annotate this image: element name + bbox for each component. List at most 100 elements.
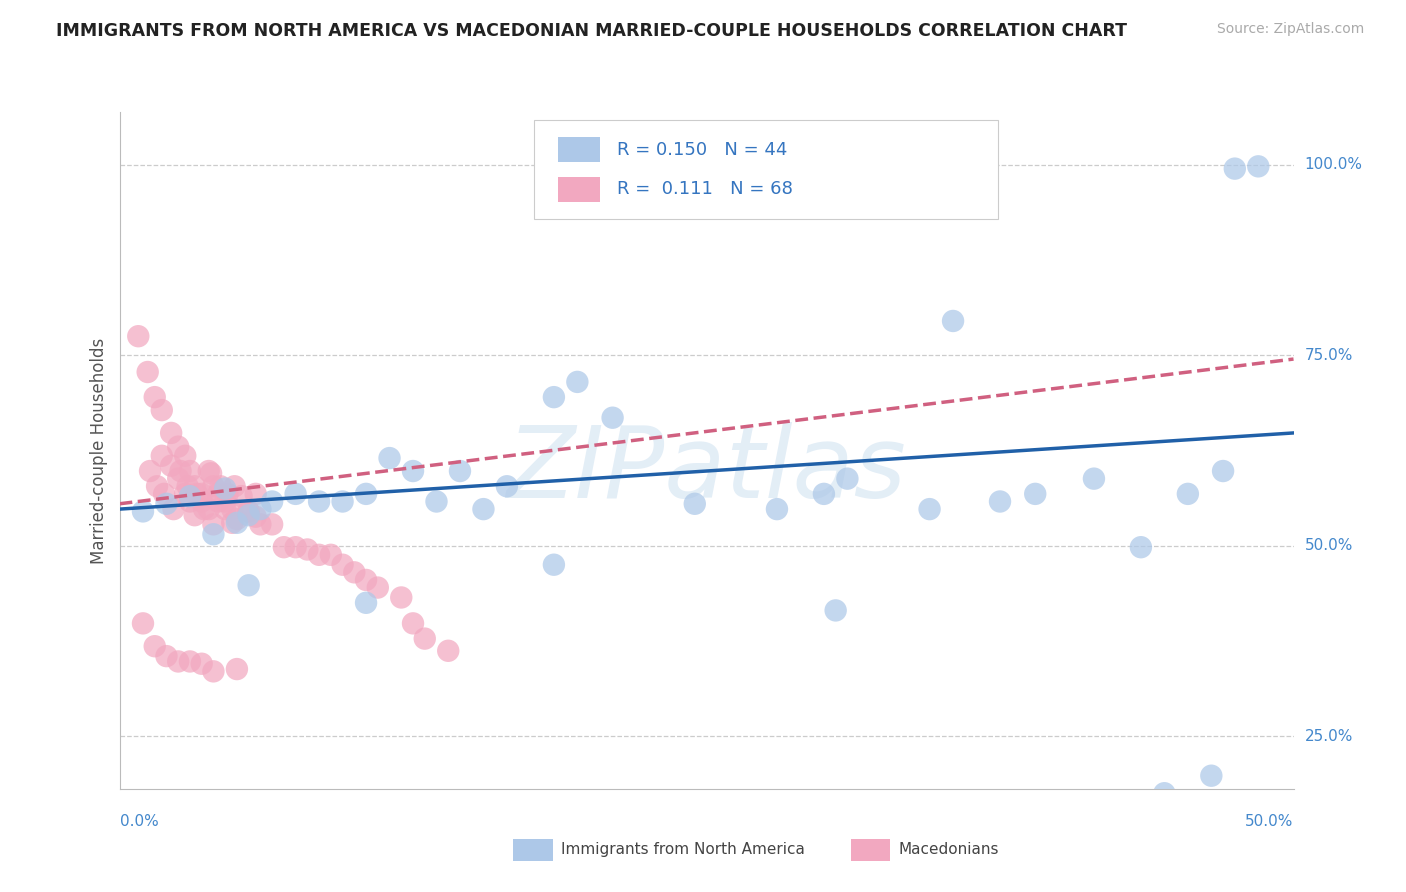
Text: 100.0%: 100.0% [1305,157,1362,172]
Point [190,657,212,671]
Point [150,403,173,417]
Point [249,502,271,516]
Point [179,655,201,669]
Point [472,502,495,516]
Point [174,449,197,463]
Point [602,410,624,425]
Point [1247,159,1270,173]
Point [402,616,425,631]
Point [225,512,249,526]
Text: 75.0%: 75.0% [1305,348,1353,363]
Point [1083,472,1105,486]
Point [496,479,519,493]
Point [153,487,176,501]
Point [179,494,201,508]
Point [193,502,215,516]
Point [207,494,229,508]
Text: Macedonians: Macedonians [898,842,998,856]
Point [413,632,436,646]
Text: 25.0%: 25.0% [1305,729,1353,744]
Point [319,548,342,562]
Point [132,616,155,631]
Point [214,482,236,496]
Point [202,517,225,532]
Point [224,479,246,493]
Point [262,517,284,532]
Text: R = 0.150   N = 44: R = 0.150 N = 44 [617,141,787,159]
Point [179,464,201,478]
Point [214,502,236,516]
Point [284,487,307,501]
Point [231,489,253,503]
Point [214,494,236,508]
Point [160,425,183,440]
Point [249,517,271,532]
Text: IMMIGRANTS FROM NORTH AMERICA VS MACEDONIAN MARRIED-COUPLE HOUSEHOLDS CORRELATIO: IMMIGRANTS FROM NORTH AMERICA VS MACEDON… [56,22,1128,40]
Point [209,479,232,493]
Point [190,487,212,501]
Point [837,472,859,486]
Point [160,458,183,473]
Text: Immigrants from North America: Immigrants from North America [561,842,804,856]
Text: R =  0.111   N = 68: R = 0.111 N = 68 [617,180,793,198]
Point [139,464,162,478]
Point [167,440,190,454]
Text: 50.0%: 50.0% [1246,814,1294,830]
Point [202,527,225,541]
Point [225,662,249,676]
Text: ZIPatlas: ZIPatlas [506,422,907,519]
Point [127,329,149,343]
Point [202,665,225,679]
Point [284,540,307,554]
Point [1129,540,1152,554]
Point [332,494,354,508]
Point [425,494,447,508]
Point [183,508,205,523]
Point [1223,161,1246,176]
Point [262,494,284,508]
Text: 0.0%: 0.0% [120,814,159,830]
Point [150,449,173,463]
Point [183,479,205,493]
Point [245,509,267,524]
Point [217,487,239,501]
Point [197,502,219,516]
Point [143,639,166,653]
Point [332,558,354,572]
Point [1177,806,1199,821]
Point [343,566,366,580]
Point [766,502,789,516]
Point [197,464,219,478]
Point [988,494,1011,508]
Point [567,375,589,389]
Point [221,502,243,516]
Point [202,479,225,493]
Point [378,451,401,466]
Text: Source: ZipAtlas.com: Source: ZipAtlas.com [1216,22,1364,37]
Point [824,603,846,617]
Point [146,479,169,493]
Point [683,497,706,511]
Point [225,516,249,530]
Point [190,494,212,508]
Text: 50.0%: 50.0% [1305,538,1353,553]
Point [155,649,177,664]
Point [543,558,565,572]
Point [169,464,191,478]
Point [1201,769,1223,783]
Point [221,516,243,530]
Point [167,655,190,669]
Point [1153,786,1175,800]
Point [186,487,208,501]
Point [136,365,159,379]
Point [449,464,471,478]
Point [179,489,201,503]
Point [174,487,197,501]
Point [162,502,184,516]
Point [143,390,166,404]
Point [630,177,652,191]
Point [132,504,155,518]
Point [918,502,941,516]
Point [308,548,330,562]
Point [238,504,260,518]
